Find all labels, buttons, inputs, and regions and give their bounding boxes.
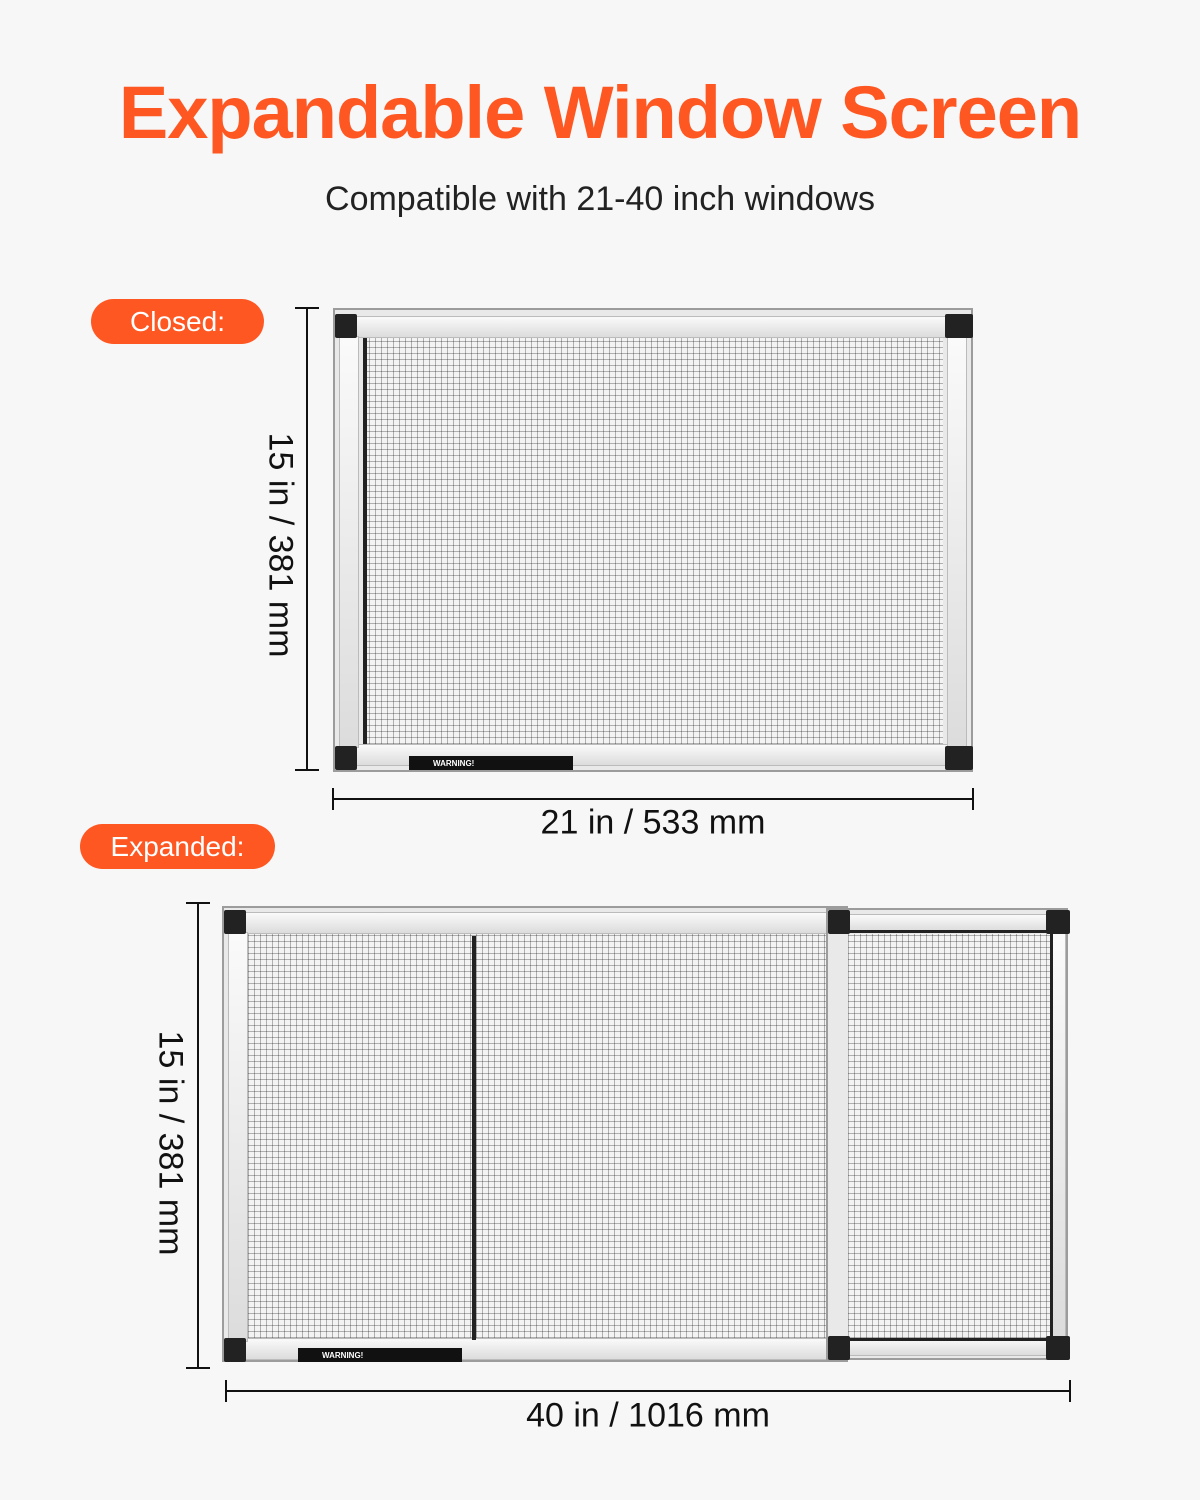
closed-screen-image: WARNING!	[333, 308, 973, 772]
dimension-tick	[186, 1367, 210, 1369]
closed-width-dimension-line	[333, 798, 973, 800]
page-subtitle: Compatible with 21-40 inch windows	[325, 180, 875, 218]
expanded-screen-image: WARNING!	[222, 906, 1070, 1362]
closed-width-label: 21 in / 533 mm	[540, 803, 766, 842]
expanded-height-label: 15 in / 381 mm	[151, 1030, 190, 1256]
dimension-tick	[295, 769, 319, 771]
expanded-width-label: 40 in / 1016 mm	[526, 1396, 770, 1435]
expanded-height-dimension-line	[197, 903, 199, 1368]
warning-sticker: WARNING!	[298, 1348, 462, 1362]
closed-height-label: 15 in / 381 mm	[261, 432, 300, 658]
dimension-tick	[1069, 1380, 1071, 1402]
warning-sticker: WARNING!	[409, 756, 573, 770]
closed-height-dimension-line	[306, 308, 308, 770]
expanded-width-dimension-line	[226, 1390, 1070, 1392]
closed-badge: Closed:	[91, 299, 264, 344]
dimension-tick	[972, 788, 974, 810]
page-title: Expandable Window Screen	[118, 71, 1082, 154]
expanded-badge: Expanded:	[80, 824, 275, 869]
